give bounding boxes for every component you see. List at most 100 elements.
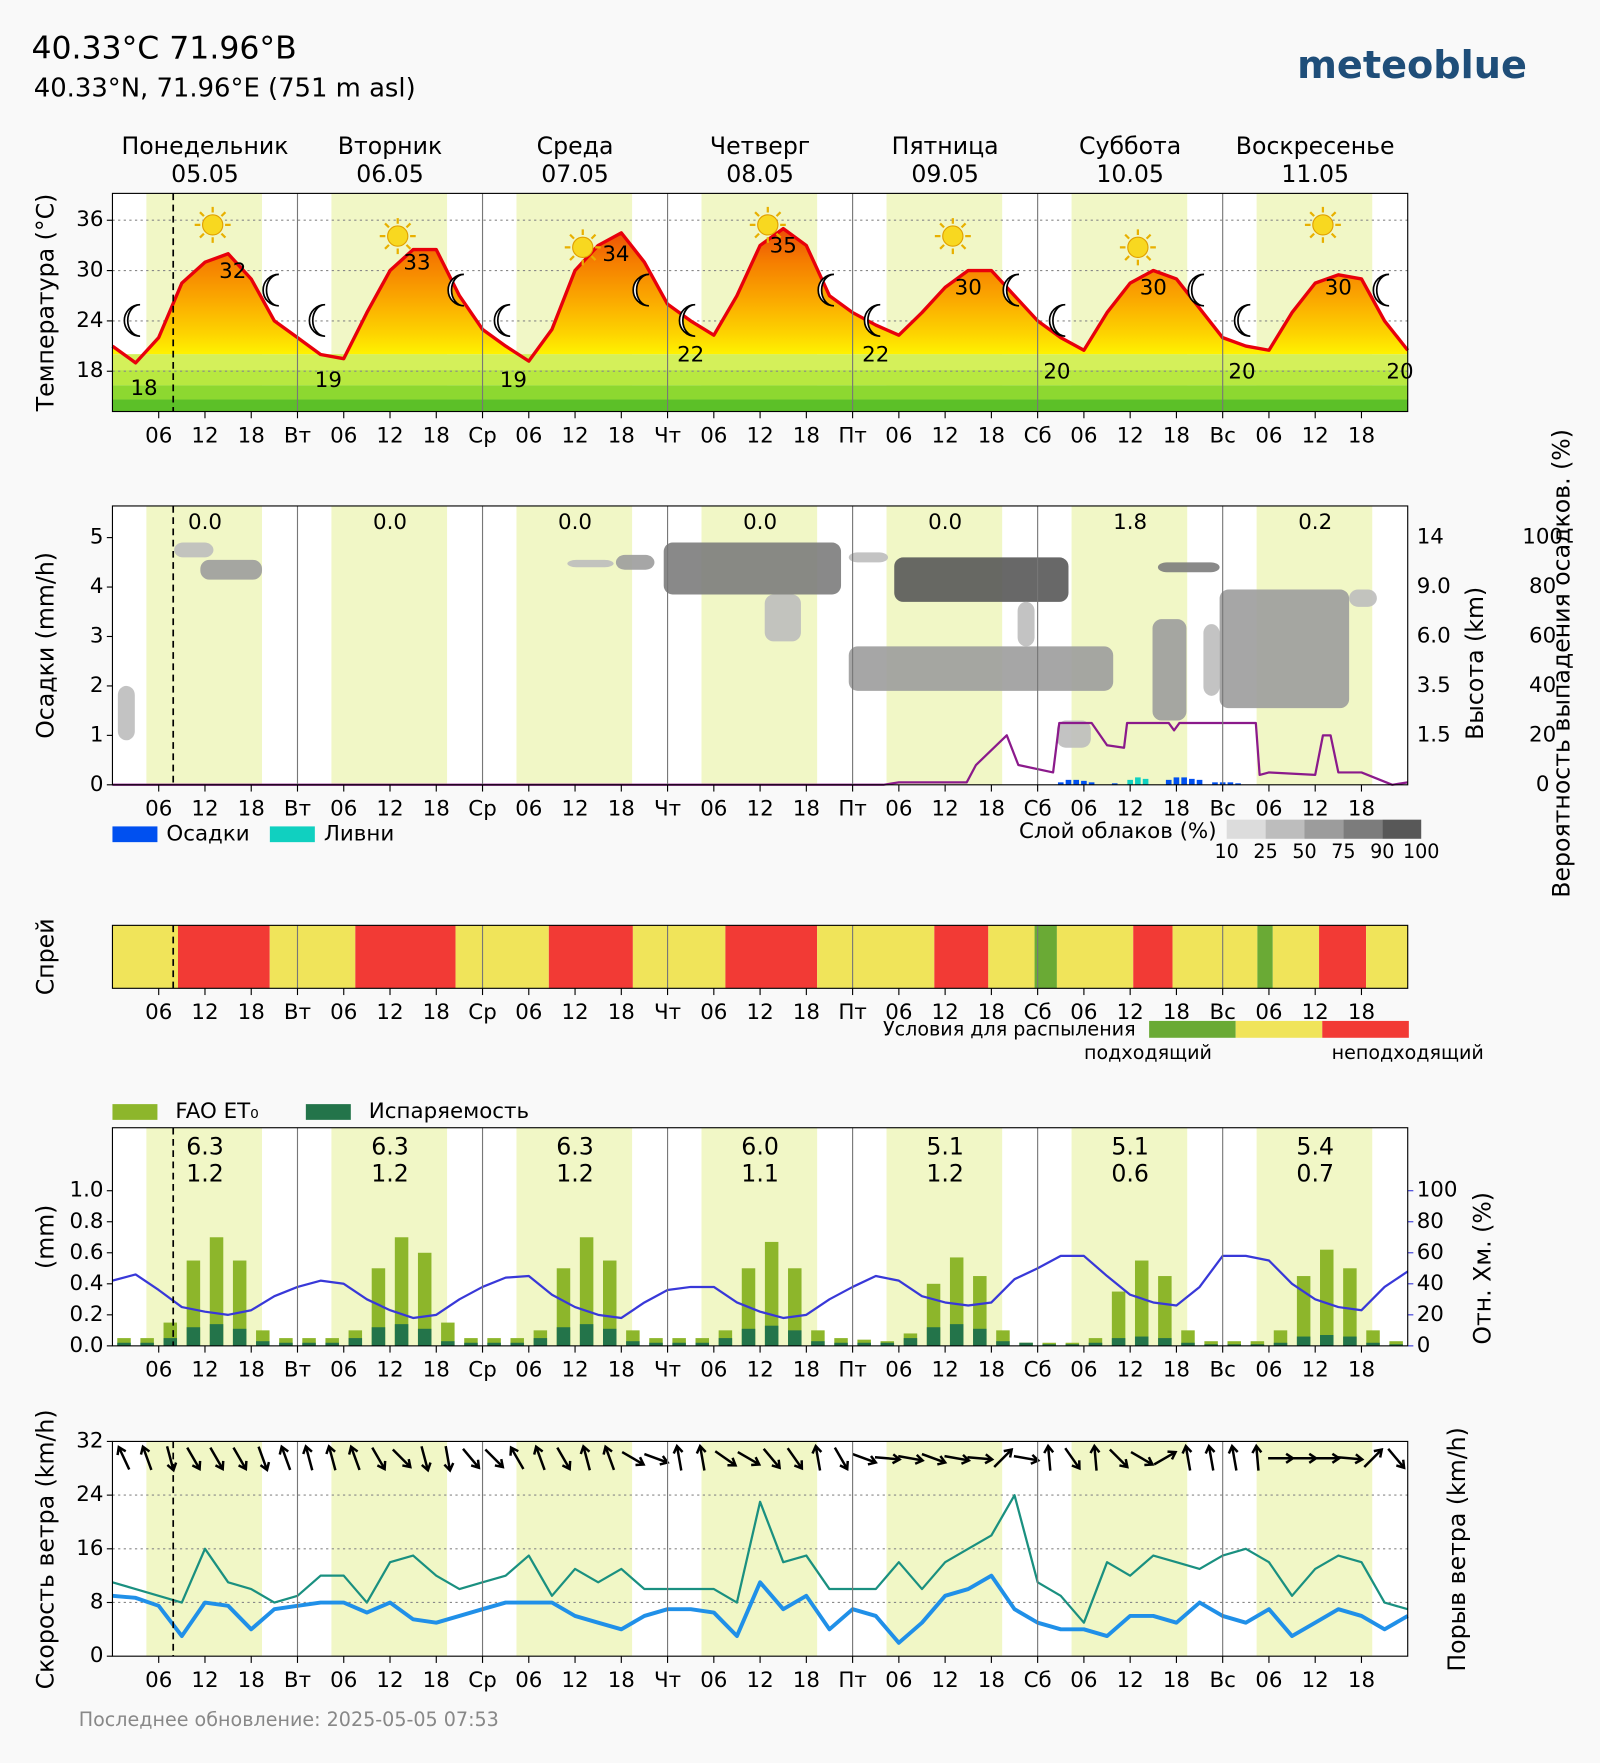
x-tick-label: 06 [145,797,172,822]
legend-label: FAO ET₀ [175,1099,258,1124]
wind-arrow [1013,1453,1041,1465]
axis-label: Температура (°C) [32,194,60,413]
x-tick-label: Ср [468,1000,496,1025]
moon-icon [493,303,511,338]
et-bar [834,1342,848,1346]
cloud-patch [848,552,889,563]
cloud-patch [117,685,135,741]
wind-arrow [1130,1451,1155,1467]
y-tick-label: 60 [1417,1240,1444,1265]
x-tick-label: Пт [838,797,867,822]
wind-arrow [786,1447,804,1471]
x-tick-label: 06 [145,1668,172,1693]
et-bar [209,1237,224,1346]
et-bar [1296,1276,1311,1346]
x-tick-label: 12 [376,1000,403,1025]
x-tick-label: 18 [423,1358,450,1383]
y-tick-label: 0.8 [69,1209,103,1234]
spray-segment [934,925,989,989]
x-tick-label: 12 [1117,1668,1144,1693]
x-tick-label: 18 [793,1668,820,1693]
et-bar [579,1324,594,1346]
x-tick-label: Вт [284,423,311,448]
x-tick-label: Вс [1209,1000,1235,1025]
y-tick-label: 20 [1417,1302,1444,1327]
x-tick-label: 18 [978,1668,1005,1693]
wind-arrow [714,1450,738,1467]
et-bar [764,1241,779,1346]
et-bar [186,1327,201,1346]
height-tick-label: 1.5 [1417,722,1451,747]
day-date: 06.05 [356,160,424,188]
et-bar [949,1324,964,1346]
axis-label: Вероятность выпадения осадков. (%) [1547,429,1575,898]
daylight-band [331,505,448,785]
x-tick-label: Пт [838,423,867,448]
axis-label: Порыв ветра (km/h) [1443,1427,1471,1671]
x-tick-label: 06 [515,1358,542,1383]
y-tick-label: 0.0 [69,1333,103,1358]
et-bar [140,1342,154,1346]
spray-segment [355,925,456,989]
daily-total: 5.1 [1111,1132,1149,1160]
x-tick-label: 06 [1255,1668,1282,1693]
sun-ray [775,232,782,239]
cloud-legend-swatch [1265,819,1305,839]
et-bar [695,1338,710,1346]
wind-arrow [1204,1443,1216,1471]
cloud-legend-tick: 25 [1253,840,1277,863]
sun-ray [1124,255,1130,261]
precipitation-bar [1065,779,1072,785]
sun-icon [572,236,594,259]
et-bar [302,1342,316,1346]
y-tick-label: 24 [76,308,103,333]
et-bar [1134,1260,1149,1346]
cloud-patch [174,542,214,558]
x-tick-label: 12 [932,797,959,822]
et-bar [209,1324,224,1346]
daylight-band [1256,1441,1373,1657]
moon-icon [817,273,835,307]
x-tick-label: Ср [468,797,496,822]
cloud-legend-swatch [1304,819,1344,839]
x-tick-label: 18 [1348,1000,1375,1025]
et-bar [510,1338,524,1346]
legend-swatch [305,1104,351,1120]
et-bar [279,1342,293,1346]
day-name: Среда [537,132,614,160]
daily-total: 0.6 [1111,1159,1149,1187]
spray-legend-swatch [1149,1020,1236,1038]
x-tick-label: 12 [932,423,959,448]
y-tick-label: 3 [90,623,104,648]
wind-arrow [116,1445,131,1471]
spray-segment [1133,925,1173,989]
footer: Последнее обновление: 2025-05-05 07:53 [79,1708,499,1731]
legend-label: Осадки [166,821,249,846]
plot-border [111,505,1409,786]
x-tick-label: 12 [561,797,588,822]
wind-arrow [371,1446,387,1471]
x-tick-label: 12 [561,1000,588,1025]
cloud-patch [1219,589,1350,709]
precipitation-bar [1142,778,1149,785]
plot-border [111,924,1409,989]
wind-arrow [621,1451,646,1467]
sun-ray [1309,211,1315,217]
daily-total: 0.7 [1296,1159,1334,1187]
wind-arrow [921,1452,948,1466]
moon-icon [123,303,141,338]
x-tick-label: 12 [376,1358,403,1383]
spray-segment [455,925,549,989]
x-tick-label: 06 [330,1358,357,1383]
y-tick-label: 1.0 [69,1178,103,1203]
x-tick-label: 06 [1070,797,1097,822]
day-name: Суббота [1079,132,1181,160]
day-date: 07.05 [541,160,609,188]
wind-arrow [898,1453,925,1465]
x-tick-label: Вт [284,1358,311,1383]
et-bar [949,1257,964,1346]
et-bar [464,1342,478,1346]
et-bar [279,1338,293,1346]
x-tick-label: 18 [238,1668,265,1693]
et-bar [417,1252,432,1346]
